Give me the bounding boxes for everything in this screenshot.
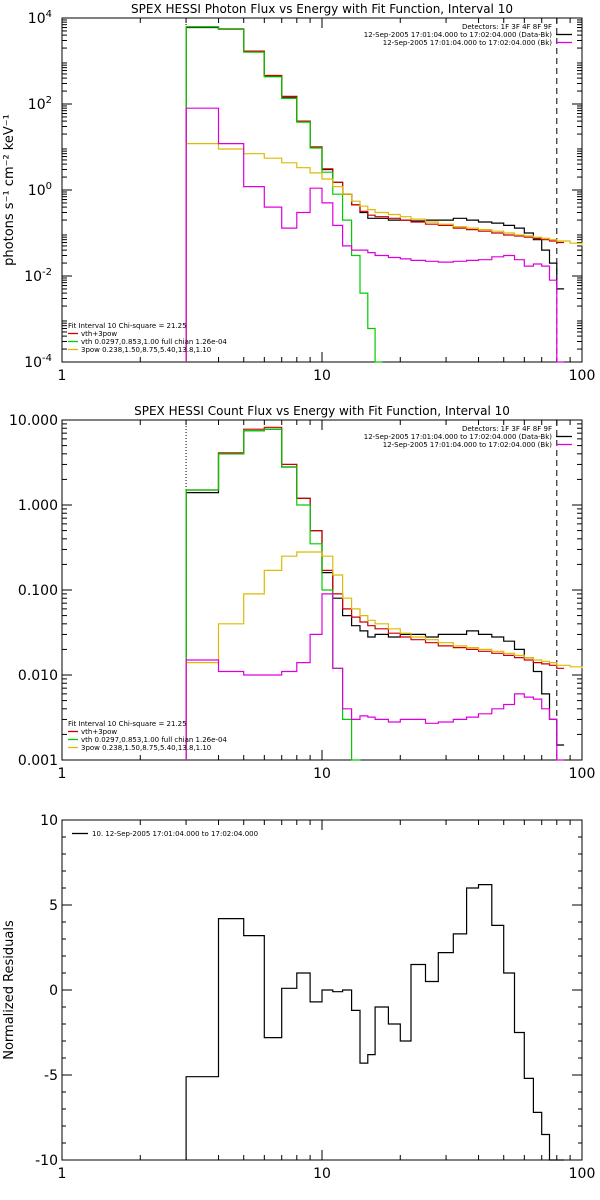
y-tick-label: 0 — [49, 983, 58, 999]
legend-top-entry: Detectors: 1F 3F 4F 8F 9F — [462, 425, 552, 433]
x-tick-label: 100 — [569, 368, 596, 384]
series-line-4 — [185, 551, 583, 760]
series-line-1 — [185, 428, 565, 760]
x-tick-label: 100 — [569, 766, 596, 782]
legend-top-entry: 12-Sep-2005 17:01:04.000 to 17:02:04.000… — [383, 441, 553, 449]
y-tick-label: 100 — [28, 181, 52, 199]
y-tick-label: 1.000 — [18, 498, 58, 514]
x-tick-label: 1 — [58, 368, 67, 384]
y-axis-label: photons s⁻¹ cm⁻² keV⁻¹ — [2, 114, 17, 266]
y-tick-label: 0.100 — [18, 583, 58, 599]
legend-bottom-entry: vth+3pow — [81, 728, 117, 736]
y-tick-label: 10.000 — [9, 413, 58, 429]
legend-bottom-entry: vth 0.0297,0.853,1.00 full chian 1.26e-0… — [81, 736, 227, 744]
legend-top-entry: 12-Sep-2005 17:01:04.000 to 17:02:04.000… — [364, 433, 553, 441]
legend-bottom-entry: 3pow 0.238,1.50,8.75,5.40,13.8,1.10 — [81, 744, 211, 752]
y-tick-label: 102 — [28, 95, 52, 113]
series-line-1 — [185, 884, 565, 1161]
legend-bottom-entry: Fit Interval 10 Chi-square = 21.25 — [68, 720, 187, 728]
y-tick-label: -10 — [35, 1153, 58, 1169]
series-line-4 — [185, 143, 583, 362]
x-tick-label: 1 — [58, 1166, 67, 1182]
series-line-3 — [185, 26, 383, 363]
series-line-5 — [185, 107, 565, 363]
legend-top-entry: Detectors: 1F 3F 4F 8F 9F — [462, 23, 552, 31]
y-tick-label: -5 — [44, 1068, 58, 1084]
chart-panel-3: 1 10 100 10 5 0 -5 -10 Normalized Residuals 10. 1… — [2, 813, 595, 1182]
x-tick-label: 10 — [313, 1166, 331, 1182]
series-line-3 — [185, 428, 361, 761]
legend-top-entry: 12-Sep-2005 17:01:04.000 to 17:02:04.000… — [383, 39, 553, 47]
y-tick-label: 104 — [28, 9, 52, 27]
x-tick-label: 100 — [569, 1166, 596, 1182]
y-tick-label: 0.001 — [18, 753, 58, 769]
series-line-2 — [185, 26, 565, 362]
legend-bottom-entry: Fit Interval 10 Chi-square = 21.25 — [68, 322, 187, 330]
series-line-5 — [185, 593, 565, 761]
y-axis-label: Normalized Residuals — [2, 920, 17, 1060]
series-line-2 — [185, 426, 565, 760]
legend-top-entry: 12-Sep-2005 17:01:04.000 to 17:02:04.000… — [364, 31, 553, 39]
legend-bottom-entry: 3pow 0.238,1.50,8.75,5.40,13.8,1.10 — [81, 346, 211, 354]
y-tick-label: 10-2 — [24, 267, 52, 285]
legend-bottom-entry: vth+3pow — [81, 330, 117, 338]
y-tick-label: 10 — [40, 813, 58, 829]
chart-title: SPEX HESSI Photon Flux vs Energy with Fi… — [131, 2, 513, 16]
y-tick-label: 0.010 — [18, 668, 58, 684]
x-tick-label: 10 — [313, 766, 331, 782]
y-tick-label: 5 — [49, 898, 58, 914]
legend-bottom-entry: vth 0.0297,0.853,1.00 full chian 1.26e-0… — [81, 338, 227, 346]
x-tick-label: 10 — [313, 368, 331, 384]
chart-panel-1: SPEX HESSI Photon Flux vs Energy with Fi… — [2, 2, 595, 384]
chart-title: SPEX HESSI Count Flux vs Energy with Fit… — [134, 404, 510, 418]
x-tick-label: 1 — [58, 766, 67, 782]
chart-panel-2: SPEX HESSI Count Flux vs Energy with Fit… — [9, 404, 595, 782]
y-tick-label: 10-4 — [24, 353, 52, 371]
legend-entry: 10. 12-Sep-2005 17:01:04.000 to 17:02:04… — [92, 830, 258, 838]
series-line-1 — [185, 26, 565, 362]
